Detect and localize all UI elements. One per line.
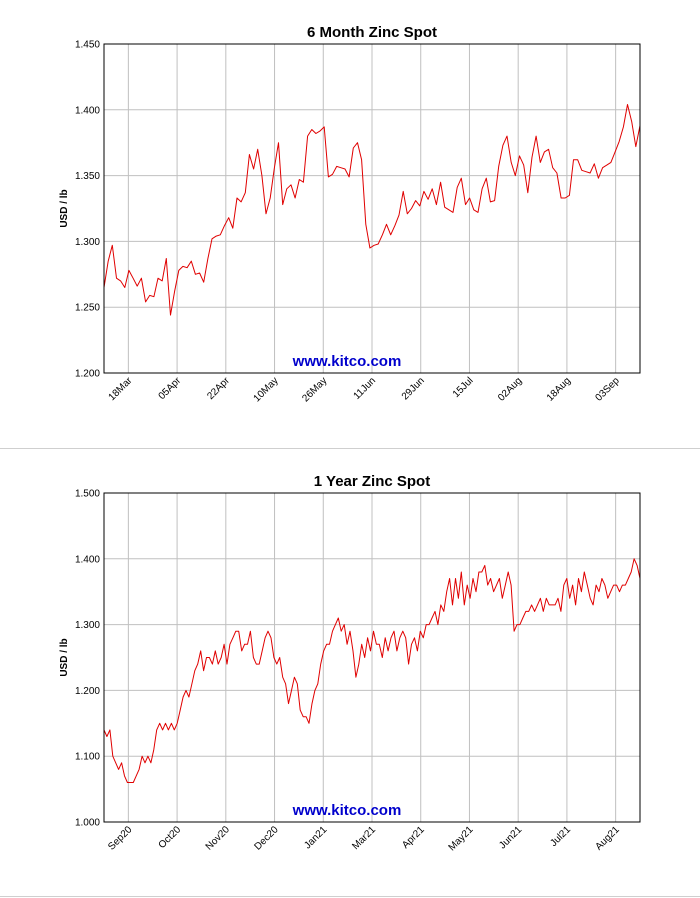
watermark-link[interactable]: www.kitco.com [292, 802, 402, 819]
x-tick-label: 18Aug [545, 375, 573, 403]
plot-frame [103, 43, 641, 374]
x-tick-label: 11Jun [352, 375, 379, 402]
y-tick-label: 1.500 [75, 489, 100, 500]
panel-divider [0, 448, 700, 449]
x-tick-label: 10May [252, 375, 281, 404]
x-tick-label: 26May [300, 375, 329, 404]
chart-panel-6-month: 6 Month Zinc Spot 1.450 1.400 1.350 1.300 1.2… [0, 0, 700, 448]
y-tick-label: 1.300 [75, 620, 100, 631]
x-tick-label: 22Apr [205, 375, 232, 402]
zinc-1-year-chart: 1 Year Zinc Spot 1.500 1.400 1.300 1.200 1.10… [59, 473, 641, 853]
price-series-line [103, 558, 641, 783]
x-tick-label: Jan21 [302, 824, 329, 851]
x-tick-label: Dec20 [252, 824, 281, 853]
x-tick-label: 05Apr [157, 375, 184, 402]
zinc-6-month-chart: 6 Month Zinc Spot 1.450 1.400 1.350 1.300 1.2… [59, 24, 641, 404]
x-tick-label: 29Jun [400, 375, 427, 402]
price-series-line [103, 104, 641, 316]
panel-divider-bottom [0, 896, 700, 897]
chart-panel-1-year: 1 Year Zinc Spot 1.500 1.400 1.300 1.200 1.10… [0, 449, 700, 896]
y-tick-label: 1.400 [75, 554, 100, 565]
x-tick-label: 02Aug [496, 375, 524, 403]
y-tick-label: 1.450 [75, 40, 100, 51]
y-tick-label: 1.250 [75, 303, 100, 314]
y-axis-label: USD / lb [59, 638, 70, 676]
y-tick-label: 1.400 [75, 105, 100, 116]
watermark-link[interactable]: www.kitco.com [292, 353, 402, 370]
x-tick-label: Sep20 [106, 824, 135, 853]
x-tick-label: 03Sep [594, 375, 623, 404]
y-tick-label: 1.300 [75, 237, 100, 248]
y-tick-label: 1.200 [75, 369, 100, 380]
y-tick-label: 1.350 [75, 171, 100, 182]
x-tick-label: Apr21 [400, 824, 427, 851]
y-axis-label: USD / lb [59, 189, 70, 227]
x-tick-label: Aug21 [594, 824, 623, 853]
x-tick-label: Mar21 [350, 824, 378, 852]
y-tick-label: 1.100 [75, 752, 100, 763]
plot-frame [103, 492, 641, 823]
x-tick-label: Oct20 [157, 824, 184, 851]
chart-title: 6 Month Zinc Spot [307, 24, 437, 41]
x-tick-label: 15Jul [451, 375, 476, 400]
y-tick-label: 1.000 [75, 818, 100, 829]
x-tick-label: 18Mar [107, 375, 135, 403]
x-tick-label: May21 [447, 824, 476, 853]
chart-title: 1 Year Zinc Spot [314, 473, 430, 490]
x-tick-label: Jun21 [497, 824, 524, 851]
y-tick-label: 1.200 [75, 686, 100, 697]
x-tick-label: Nov20 [204, 824, 233, 853]
x-tick-label: Jul21 [548, 824, 573, 849]
